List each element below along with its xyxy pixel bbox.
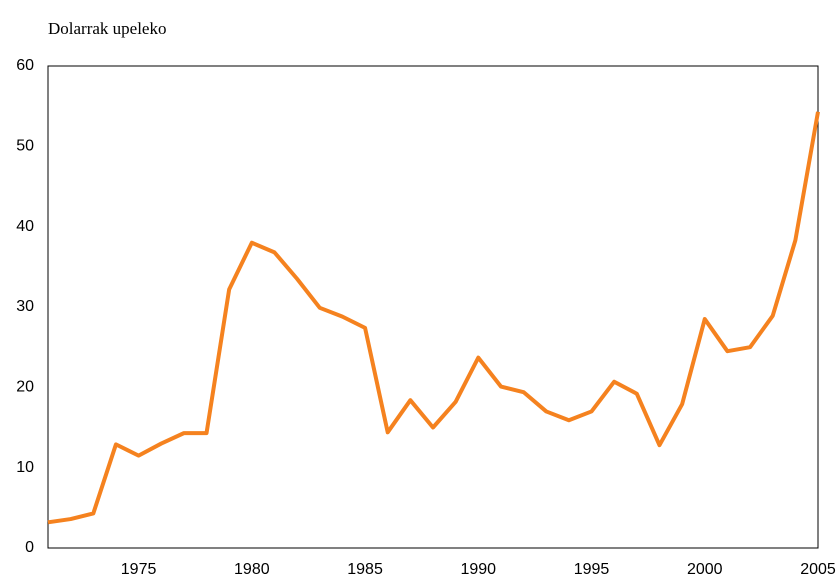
x-tick-label: 2005 bbox=[800, 561, 836, 578]
y-tick-label: 40 bbox=[16, 218, 34, 235]
y-tick-label: 10 bbox=[16, 459, 34, 476]
x-tick-label: 1990 bbox=[460, 561, 496, 578]
y-axis-label: Dolarrak upeleko bbox=[48, 19, 166, 38]
y-tick-label: 0 bbox=[25, 539, 34, 556]
x-tick-label: 1985 bbox=[347, 561, 383, 578]
x-tick-label: 2000 bbox=[687, 561, 723, 578]
x-tick-label: 1975 bbox=[121, 561, 157, 578]
x-tick-label: 1995 bbox=[574, 561, 610, 578]
y-tick-label: 60 bbox=[16, 57, 34, 74]
line-series bbox=[47, 111, 820, 525]
plot-frame bbox=[47, 65, 819, 549]
x-tick-label: 1980 bbox=[234, 561, 270, 578]
y-tick-label: 20 bbox=[16, 379, 34, 396]
y-tick-label: 50 bbox=[16, 138, 34, 155]
y-tick-label: 30 bbox=[16, 298, 34, 315]
